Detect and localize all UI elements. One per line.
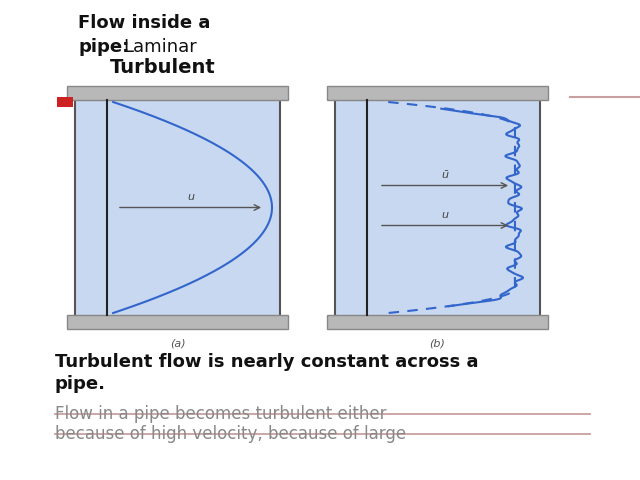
Text: ū: ū bbox=[442, 170, 449, 180]
Bar bbox=[327, 315, 548, 329]
Text: Flow inside a: Flow inside a bbox=[78, 14, 211, 32]
Text: Flow in a pipe becomes turbulent either: Flow in a pipe becomes turbulent either bbox=[55, 405, 387, 423]
Text: pipe:: pipe: bbox=[78, 38, 129, 56]
Text: (b): (b) bbox=[429, 339, 445, 349]
Text: pipe.: pipe. bbox=[55, 375, 106, 393]
Text: Turbulent flow is nearly constant across a: Turbulent flow is nearly constant across… bbox=[55, 353, 479, 371]
Bar bbox=[327, 86, 548, 100]
Bar bbox=[57, 97, 73, 107]
Bar bbox=[67, 315, 288, 329]
Text: (a): (a) bbox=[170, 339, 186, 349]
Bar bbox=[67, 86, 288, 100]
Text: Turbulent: Turbulent bbox=[110, 58, 216, 77]
Bar bbox=[75, 100, 280, 315]
Text: because of high velocity, because of large: because of high velocity, because of lar… bbox=[55, 425, 406, 443]
Text: u: u bbox=[442, 211, 449, 220]
Text: u: u bbox=[187, 192, 194, 202]
Bar bbox=[335, 100, 540, 315]
Text: Laminar: Laminar bbox=[123, 38, 196, 56]
